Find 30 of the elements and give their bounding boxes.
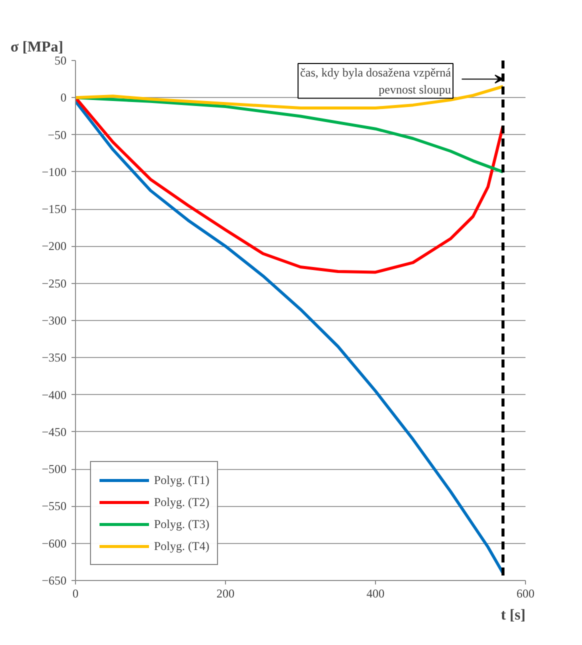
y-tick-label: −450 [42, 424, 67, 439]
line-series [76, 96, 504, 174]
legend-label: Polyg. (T1) [154, 472, 210, 488]
x-axis-title: t [s] [500, 608, 526, 624]
line-series [76, 96, 504, 274]
legend-label: Polyg. (T3) [154, 516, 210, 532]
y-tick-label: −300 [42, 314, 67, 328]
y-tick-label: −550 [42, 499, 67, 514]
y-tick-label: −350 [42, 350, 67, 365]
y-tick-label: −600 [42, 536, 67, 550]
line-series [76, 85, 504, 110]
y-tick-label: 0 [60, 90, 66, 105]
x-tick-label: 0 [72, 586, 78, 600]
y-tick-label: −200 [42, 239, 67, 254]
ref-line-label: čas, kdy byla dosažena vzpěrná pevnost sloupu [300, 66, 452, 96]
legend-label: Polyg. (T4) [154, 538, 210, 554]
y-tick-label: 50 [54, 54, 66, 68]
x-tick-label: 200 [216, 586, 234, 600]
y-tick-label: −150 [42, 202, 67, 216]
x-tick-label: 400 [366, 586, 384, 600]
line-series [76, 100, 504, 575]
y-tick-label: −650 [42, 574, 67, 588]
y-tick-label: −400 [42, 388, 67, 402]
y-tick-label: −500 [42, 462, 67, 476]
y-tick-label: −100 [42, 164, 67, 179]
y-tick-label: −50 [48, 128, 67, 142]
y-tick-label: −250 [42, 276, 67, 290]
y-axis-title: σ [MPa] [10, 40, 64, 56]
x-tick-label: 600 [516, 586, 534, 600]
legend-label: Polyg. (T2) [154, 494, 210, 510]
